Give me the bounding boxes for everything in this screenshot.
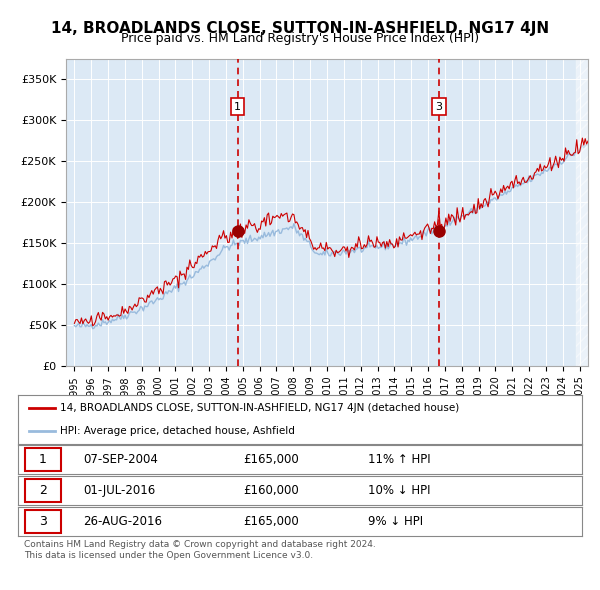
Text: 01-JUL-2016: 01-JUL-2016 [83, 484, 155, 497]
Text: 2: 2 [39, 484, 47, 497]
FancyBboxPatch shape [25, 479, 61, 502]
Text: Contains HM Land Registry data © Crown copyright and database right 2024.
This d: Contains HM Land Registry data © Crown c… [24, 540, 376, 560]
Text: 11% ↑ HPI: 11% ↑ HPI [368, 453, 430, 467]
Text: £165,000: £165,000 [244, 453, 299, 467]
Text: 3: 3 [436, 101, 443, 112]
Text: HPI: Average price, detached house, Ashfield: HPI: Average price, detached house, Ashf… [60, 425, 295, 435]
Text: 10% ↓ HPI: 10% ↓ HPI [368, 484, 430, 497]
Text: 26-AUG-2016: 26-AUG-2016 [83, 514, 162, 528]
Text: 14, BROADLANDS CLOSE, SUTTON-IN-ASHFIELD, NG17 4JN (detached house): 14, BROADLANDS CLOSE, SUTTON-IN-ASHFIELD… [60, 404, 460, 414]
Text: £160,000: £160,000 [244, 484, 299, 497]
Text: 1: 1 [234, 101, 241, 112]
Text: 9% ↓ HPI: 9% ↓ HPI [368, 514, 423, 528]
Text: 3: 3 [39, 514, 47, 528]
Text: Price paid vs. HM Land Registry's House Price Index (HPI): Price paid vs. HM Land Registry's House … [121, 32, 479, 45]
Text: 1: 1 [39, 453, 47, 467]
FancyBboxPatch shape [25, 510, 61, 533]
FancyBboxPatch shape [25, 448, 61, 471]
Text: 14, BROADLANDS CLOSE, SUTTON-IN-ASHFIELD, NG17 4JN: 14, BROADLANDS CLOSE, SUTTON-IN-ASHFIELD… [51, 21, 549, 35]
Text: £165,000: £165,000 [244, 514, 299, 528]
Text: 07-SEP-2004: 07-SEP-2004 [83, 453, 158, 467]
